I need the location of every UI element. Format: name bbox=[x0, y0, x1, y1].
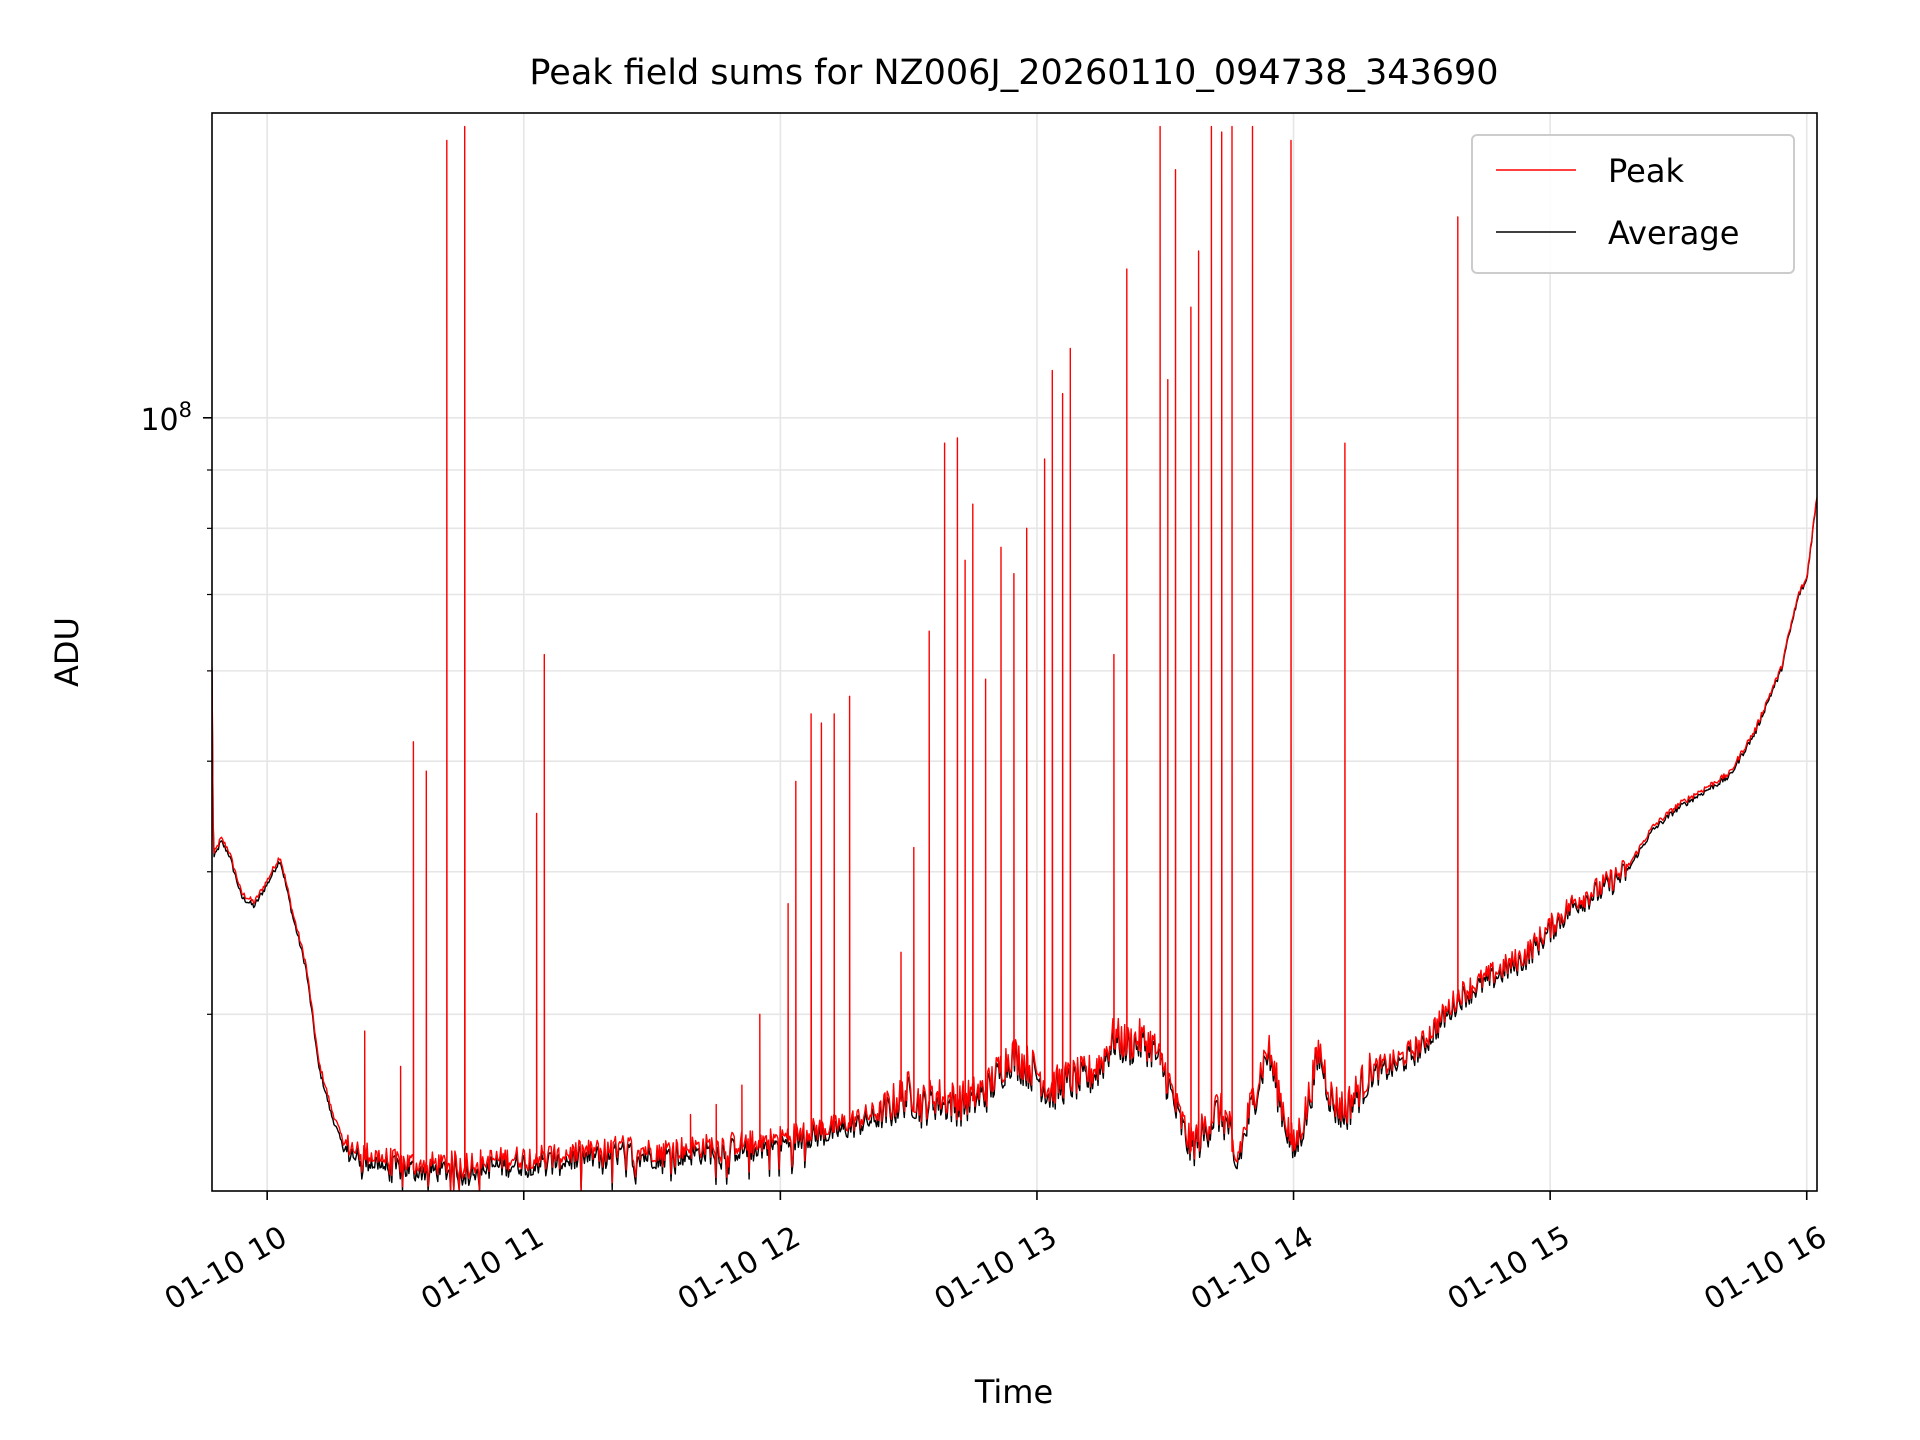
y-axis-label: ADU bbox=[48, 617, 86, 687]
peak-series-line bbox=[212, 125, 1817, 1191]
y-tick-label: 108 bbox=[140, 398, 192, 438]
y-tick-exponent: 8 bbox=[179, 398, 192, 422]
plot-frame bbox=[211, 112, 1818, 1192]
legend: Peak Average bbox=[1471, 134, 1795, 274]
legend-average-label: Average bbox=[1608, 214, 1739, 252]
y-tick-base: 10 bbox=[140, 403, 178, 438]
chart-title: Peak field sums for NZ006J_20260110_0947… bbox=[529, 53, 1498, 93]
legend-peak-label: Peak bbox=[1608, 152, 1684, 190]
x-axis-label: Time bbox=[974, 1373, 1053, 1411]
